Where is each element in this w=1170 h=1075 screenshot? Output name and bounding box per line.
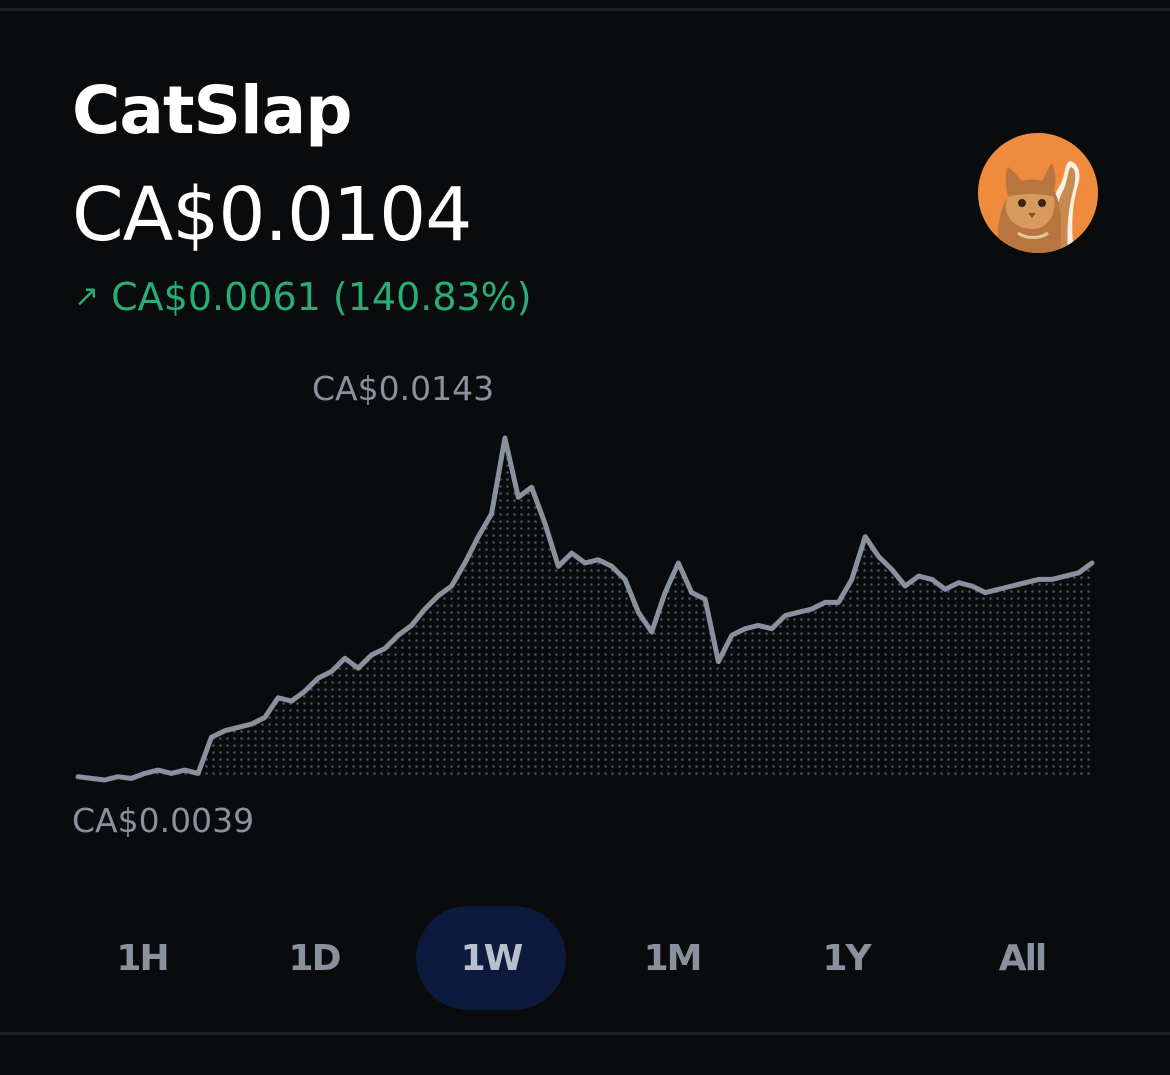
- asset-name: CatSlap: [72, 72, 352, 149]
- bottom-divider: [0, 1032, 1170, 1035]
- range-button-1y[interactable]: 1Y: [771, 906, 921, 1010]
- chart-area-fill: [78, 438, 1092, 780]
- range-button-1w[interactable]: 1W: [416, 906, 566, 1010]
- asset-price: CA$0.0104: [72, 172, 472, 258]
- cat-avatar-icon[interactable]: [978, 133, 1098, 253]
- chart-low-label: CA$0.0039: [72, 801, 255, 840]
- time-range-selector: 1H 1D 1W 1M 1Y All: [56, 906, 1114, 1010]
- top-divider: [0, 8, 1170, 11]
- price-change-value: CA$0.0061 (140.83%): [111, 275, 532, 319]
- cat-avatar-image: [978, 133, 1098, 253]
- range-button-all[interactable]: All: [947, 906, 1097, 1010]
- chart-price-line: [75, 435, 1095, 783]
- price-chart[interactable]: [0, 0, 1170, 900]
- range-button-1d[interactable]: 1D: [239, 906, 389, 1010]
- chart-high-label: CA$0.0143: [312, 369, 495, 408]
- range-button-1m[interactable]: 1M: [597, 906, 747, 1010]
- trend-up-icon: ↗: [74, 279, 100, 314]
- price-chart-svg: [75, 435, 1095, 783]
- range-button-1h[interactable]: 1H: [67, 906, 217, 1010]
- price-change: ↗ CA$0.0061 (140.83%): [74, 278, 532, 316]
